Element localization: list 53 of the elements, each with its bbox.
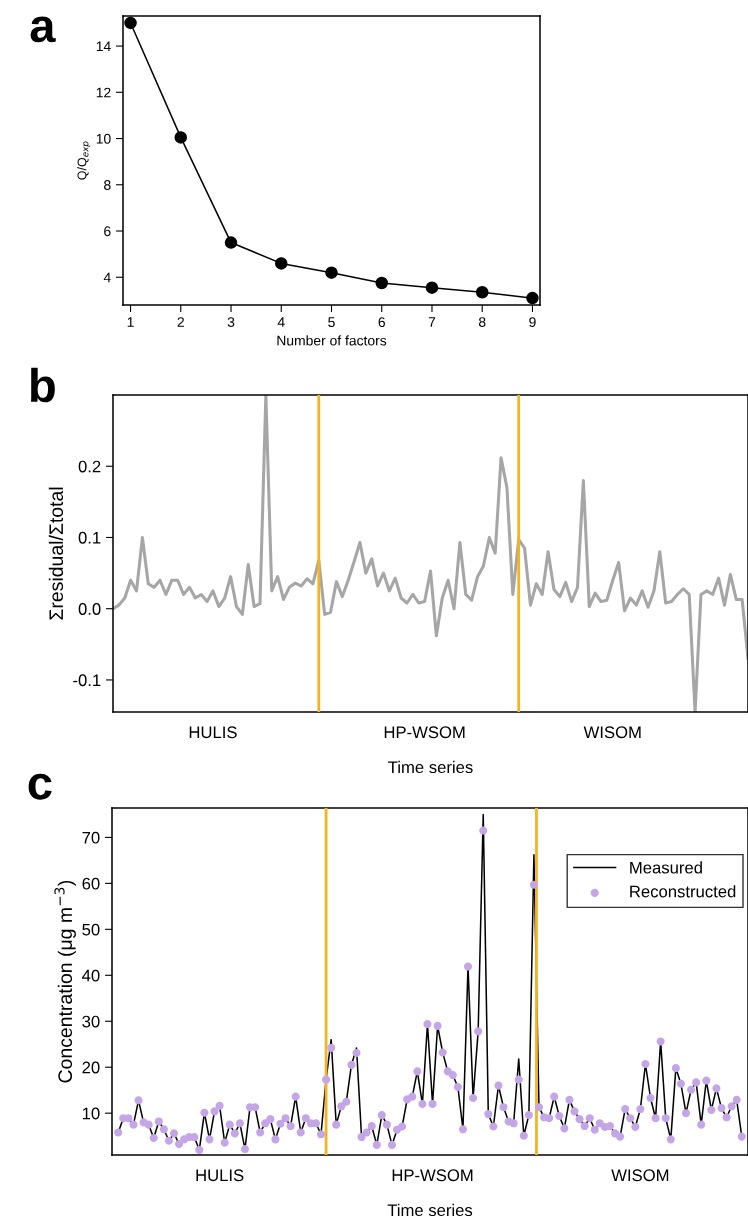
x-tick-label: 2 (177, 317, 184, 327)
point (275, 257, 288, 270)
x-tick-label: HP-WSOM (392, 1169, 473, 1182)
x-tick-label: WISOM (611, 1169, 669, 1182)
y-tick-label: 30 (82, 1015, 100, 1028)
point (174, 131, 188, 144)
y-tick-label: 8 (104, 180, 111, 190)
point (475, 286, 489, 299)
x-axis-title: Time series (387, 1203, 473, 1217)
legend-label: Measured (630, 861, 702, 874)
y-axis-title: Q/Q$_{exp}$ (77, 141, 91, 180)
x-axis-title: Number of factors (277, 335, 387, 346)
line-series (113, 395, 748, 712)
x-axis-title: Time series (388, 760, 473, 774)
chart-title: b (31, 367, 55, 403)
point (425, 281, 439, 294)
y-tick-label: 10 (96, 133, 111, 144)
y-tick-label: 4 (103, 272, 111, 283)
point (526, 291, 539, 305)
y-tick-label: 20 (82, 1061, 100, 1074)
y-tick-label: 60 (82, 877, 100, 890)
x-tick-label: 1 (127, 317, 134, 327)
y-tick-label: 0.2 (78, 460, 101, 473)
y-tick-label: 12 (96, 87, 111, 98)
point (124, 16, 137, 30)
y-tick-label: 6 (104, 226, 111, 237)
x-tick-label: 5 (328, 317, 335, 328)
x-tick-label: 4 (277, 317, 285, 327)
y-tick-label: 0.1 (78, 531, 101, 544)
x-tick-label: 8 (478, 317, 486, 328)
y-tick-label: -0.1 (73, 674, 101, 687)
y-tick-label: 14 (96, 41, 111, 52)
x-tick-label: 9 (529, 317, 536, 328)
chart-title: a (30, 16, 56, 43)
x-tick-label: 6 (378, 317, 385, 328)
point (224, 236, 238, 249)
x-tick-label: WISOM (583, 726, 641, 739)
y-tick-label: 10 (82, 1107, 100, 1120)
x-tick-label: 7 (428, 317, 436, 327)
y-tick-label: 0.0 (78, 603, 101, 615)
x-tick-label: HULIS (196, 1169, 244, 1182)
y-tick-label: 40 (82, 969, 100, 982)
x-tick-label: HULIS (189, 726, 237, 739)
y-axis-title: Concentration (μg m$^{−3}$) (54, 880, 76, 1083)
x-tick-label: HP-WSOM (384, 726, 465, 739)
x-tick-label: 3 (227, 317, 235, 328)
point (375, 276, 388, 290)
y-tick-label: 70 (82, 831, 100, 844)
y-tick-label: 50 (82, 923, 100, 936)
y-axis-title: Σresidual/Σtotal (48, 487, 64, 620)
point (325, 266, 338, 279)
chart-title: c (28, 773, 52, 800)
legend-label: Reconstructed (630, 885, 736, 898)
